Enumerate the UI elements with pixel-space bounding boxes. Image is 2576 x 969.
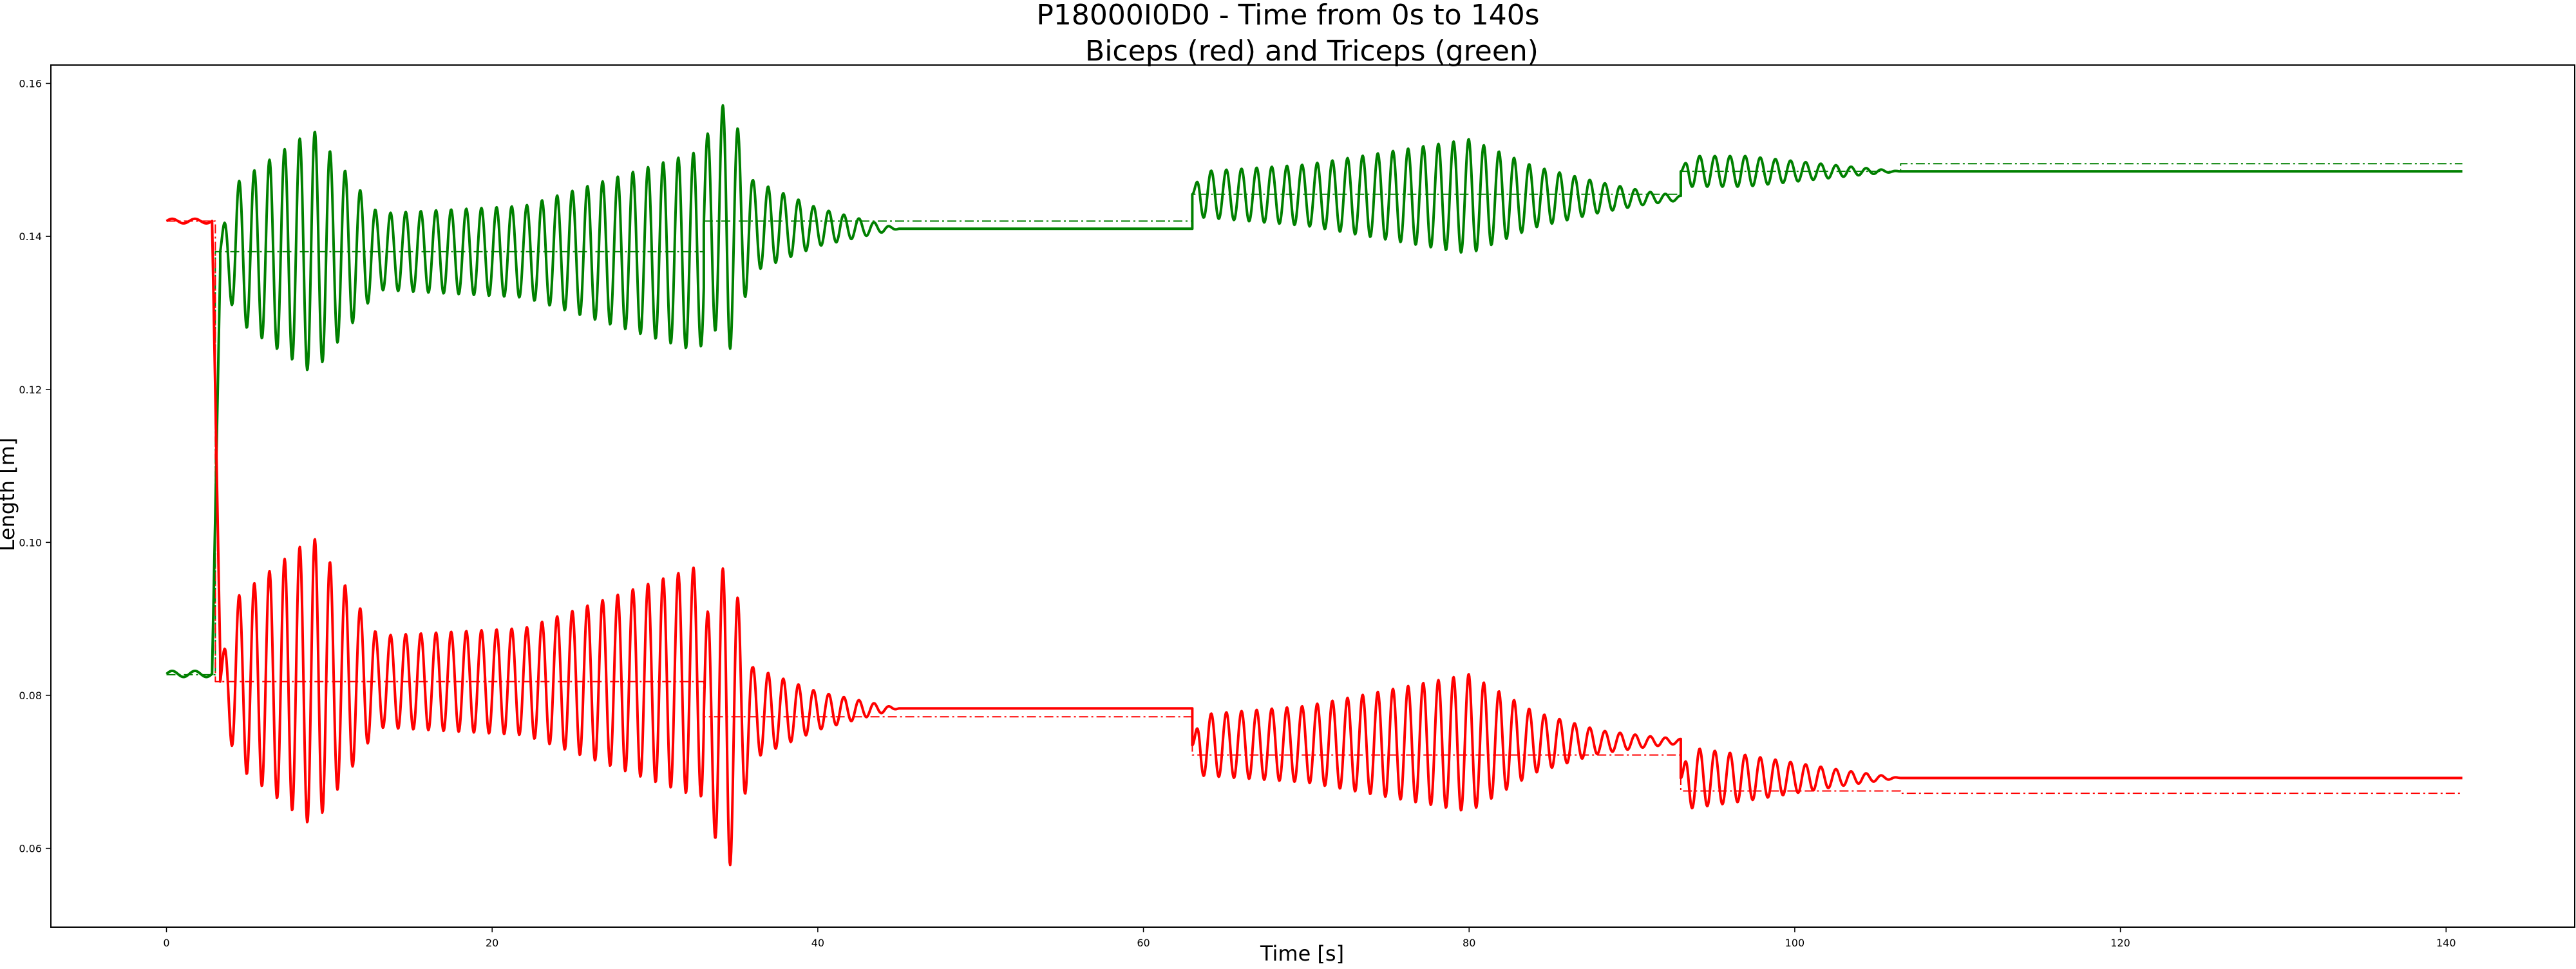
chart-title: P18000I0D0 - Time from 0s to 140s [1036, 0, 1539, 32]
y-tick-label: 0.08 [19, 690, 42, 702]
x-axis-label: Time [s] [1260, 941, 1344, 966]
series-layer [166, 104, 2463, 867]
ticks-layer: 0 20 40 60 80 100 120 140 0.06 0.08 0.10 0.12 0.14 0.… [19, 78, 2456, 949]
series-triceps-target [166, 163, 2463, 675]
y-tick-label: 0.16 [19, 78, 42, 90]
x-tick-label: 40 [811, 937, 824, 949]
x-tick-label: 0 [163, 937, 169, 949]
series-triceps-actual [166, 104, 2463, 679]
x-tick-label: 80 [1463, 937, 1475, 949]
x-tick-label: 60 [1137, 937, 1150, 949]
chart-subtitle: Biceps (red) and Triceps (green) [1085, 35, 1539, 68]
series-biceps-target [166, 220, 2463, 795]
y-tick-label: 0.06 [19, 843, 42, 855]
y-axis-label: Length [m] [0, 438, 19, 552]
x-tick-label: 20 [486, 937, 498, 949]
plot-frame [50, 64, 2575, 928]
x-tick-label: 120 [2110, 937, 2130, 949]
y-tick-label: 0.10 [19, 536, 42, 549]
series-biceps-actual [166, 217, 2463, 867]
x-tick-label: 140 [2436, 937, 2456, 949]
y-tick-label: 0.14 [19, 230, 42, 243]
y-tick-label: 0.12 [19, 384, 42, 396]
x-tick-label: 100 [1785, 937, 1805, 949]
